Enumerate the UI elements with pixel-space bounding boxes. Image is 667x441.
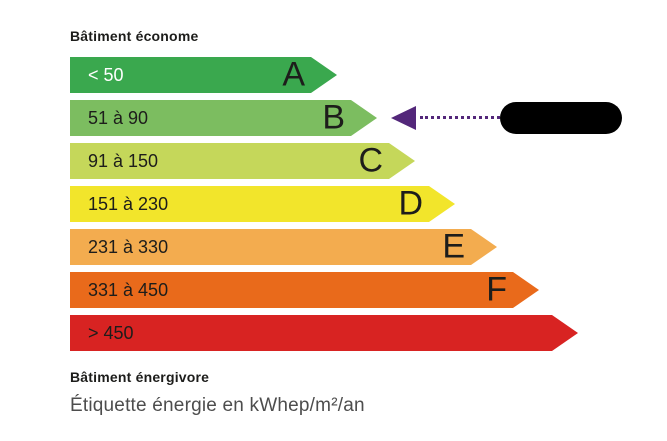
- redacted-value-blob: [500, 102, 622, 134]
- economical-building-label: Bâtiment économe: [70, 28, 199, 44]
- energy-bar-b: 51 à 90 B: [70, 100, 377, 136]
- chart-caption: Étiquette énergie en kWhep/m²/an: [70, 395, 365, 416]
- energy-bar-d: 151 à 230 D: [70, 186, 455, 222]
- range-label-f: 331 à 450: [88, 280, 169, 300]
- energy-bar-f: 331 à 450 F: [70, 272, 539, 308]
- range-label-e: 231 à 330: [88, 237, 169, 257]
- energy-bar-a: < 50 A: [70, 57, 337, 93]
- energy-intensive-building-label: Bâtiment énergivore: [70, 369, 210, 385]
- range-label-b: 51 à 90: [88, 108, 149, 128]
- range-label-g: > 450: [88, 323, 134, 343]
- energy-bar-g: > 450: [70, 315, 578, 351]
- indicator-arrow-icon: [391, 106, 416, 130]
- energy-bar-c: 91 à 150 C: [70, 143, 415, 179]
- class-letter-f: F: [486, 270, 507, 309]
- indicator-dotted-line: [420, 116, 500, 119]
- range-label-c: 91 à 150: [88, 151, 159, 171]
- energy-bar-e: 231 à 330 E: [70, 229, 497, 265]
- class-letter-e: E: [442, 227, 465, 266]
- class-letter-d: D: [398, 184, 423, 223]
- class-letter-c: C: [358, 141, 383, 180]
- range-label-a: < 50: [88, 65, 124, 85]
- range-label-d: 151 à 230: [88, 194, 169, 214]
- class-letter-b: B: [322, 98, 345, 137]
- class-letter-a: A: [282, 55, 305, 94]
